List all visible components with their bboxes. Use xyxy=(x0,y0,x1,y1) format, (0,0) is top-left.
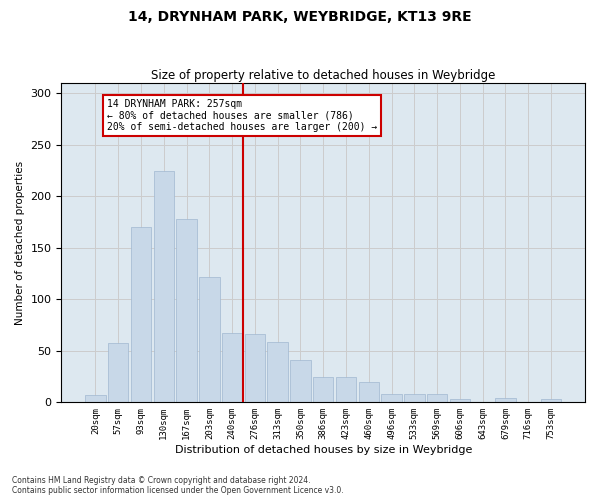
Bar xyxy=(495,398,515,402)
Bar xyxy=(85,395,106,402)
Text: 14 DRYNHAM PARK: 257sqm
← 80% of detached houses are smaller (786)
20% of semi-d: 14 DRYNHAM PARK: 257sqm ← 80% of detache… xyxy=(107,98,377,132)
Bar xyxy=(245,334,265,402)
X-axis label: Distribution of detached houses by size in Weybridge: Distribution of detached houses by size … xyxy=(175,445,472,455)
Bar xyxy=(427,394,448,402)
Text: 14, DRYNHAM PARK, WEYBRIDGE, KT13 9RE: 14, DRYNHAM PARK, WEYBRIDGE, KT13 9RE xyxy=(128,10,472,24)
Bar xyxy=(108,342,128,402)
Bar xyxy=(449,399,470,402)
Bar xyxy=(268,342,288,402)
Bar xyxy=(381,394,402,402)
Text: Contains HM Land Registry data © Crown copyright and database right 2024.
Contai: Contains HM Land Registry data © Crown c… xyxy=(12,476,344,495)
Bar xyxy=(199,276,220,402)
Bar xyxy=(222,334,242,402)
Bar xyxy=(154,170,174,402)
Y-axis label: Number of detached properties: Number of detached properties xyxy=(15,160,25,325)
Bar xyxy=(176,219,197,402)
Bar xyxy=(290,360,311,403)
Bar xyxy=(313,376,334,402)
Bar xyxy=(404,394,425,402)
Bar xyxy=(359,382,379,402)
Bar xyxy=(336,376,356,402)
Bar xyxy=(541,399,561,402)
Bar xyxy=(131,228,151,402)
Title: Size of property relative to detached houses in Weybridge: Size of property relative to detached ho… xyxy=(151,69,496,82)
